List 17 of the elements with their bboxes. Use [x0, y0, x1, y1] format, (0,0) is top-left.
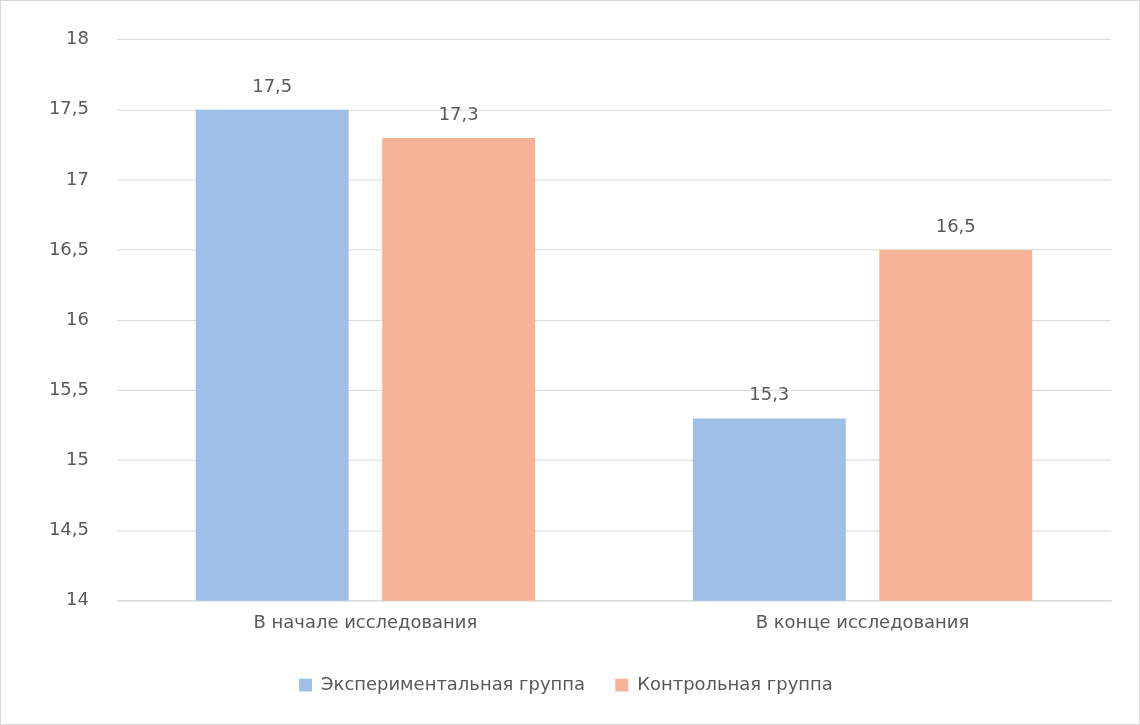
- legend-label: Контрольная группа: [637, 672, 833, 694]
- data-label: 17,3: [438, 102, 479, 124]
- data-label: 16,5: [935, 214, 976, 236]
- y-tick-label: 14: [66, 588, 89, 610]
- y-tick-label: 16: [66, 307, 89, 329]
- y-tick-label: 18: [66, 27, 89, 49]
- data-label: 17,5: [252, 74, 293, 96]
- data-label: 15,3: [749, 383, 790, 405]
- x-tick-label: В начале исследования: [253, 611, 478, 633]
- y-tick-label: 17,5: [48, 97, 89, 119]
- legend-label: Экспериментальная группа: [321, 672, 586, 694]
- y-tick-label: 16,5: [48, 237, 89, 259]
- x-tick-label: В конце исследования: [755, 611, 970, 633]
- y-tick-label: 15,5: [48, 378, 89, 399]
- y-tick-label: 15: [66, 448, 89, 470]
- y-tick-label: 17: [66, 167, 89, 189]
- y-tick-label: 14,5: [48, 518, 89, 540]
